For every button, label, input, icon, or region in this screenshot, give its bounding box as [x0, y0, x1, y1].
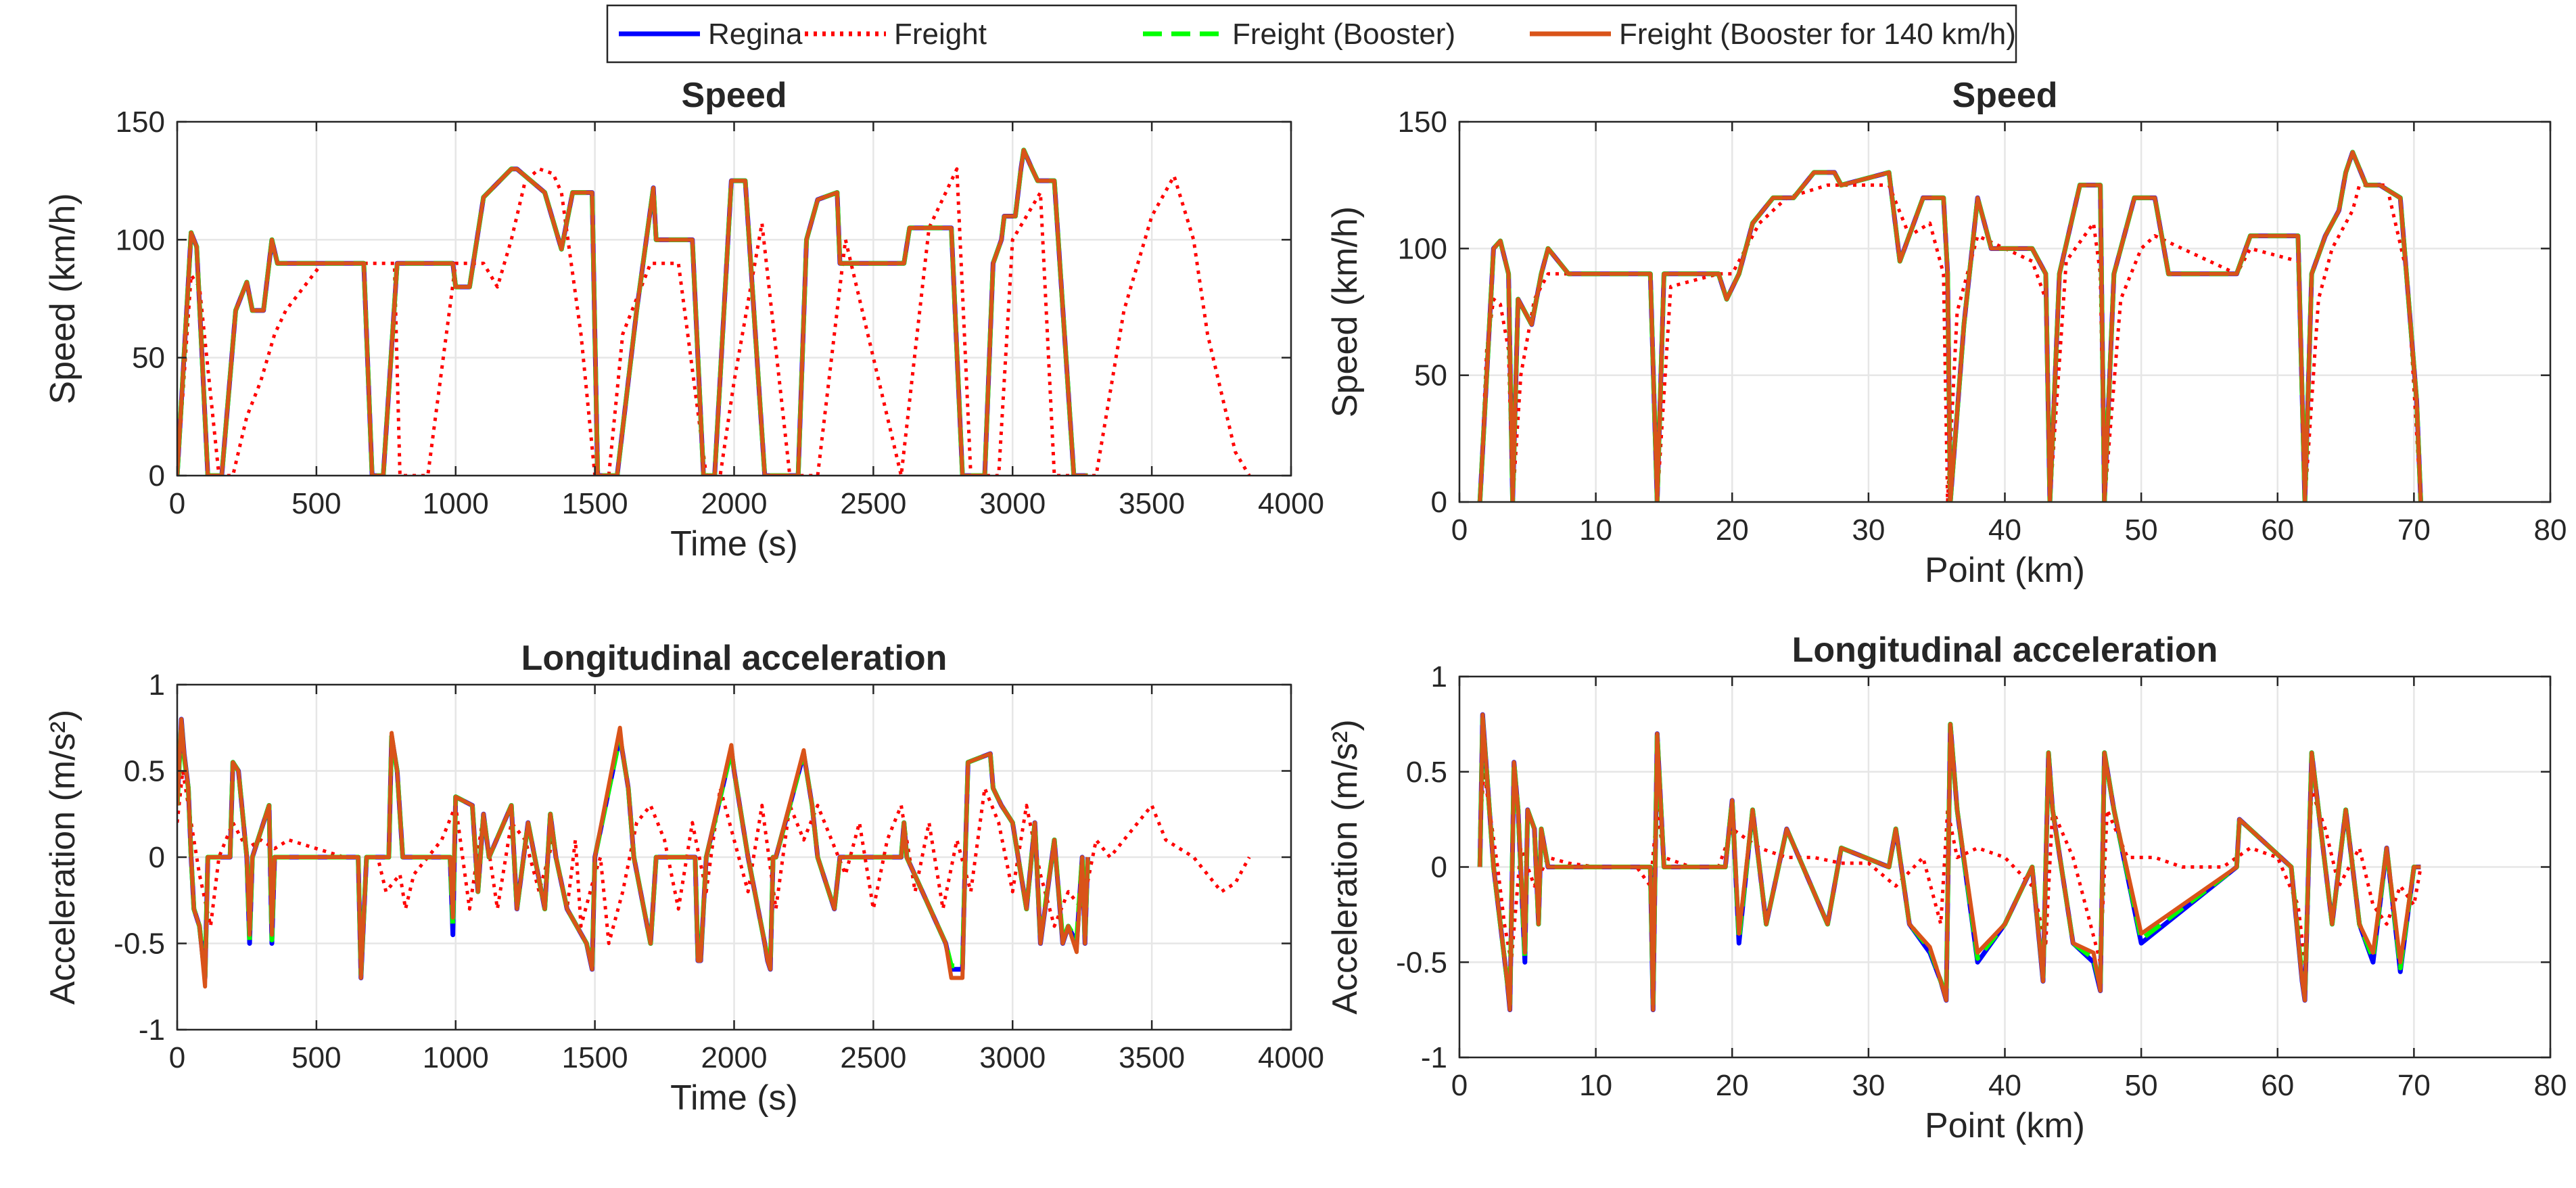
chart-title: Speed — [681, 76, 787, 115]
x-tick-label: 80 — [2534, 513, 2567, 547]
y-tick-label: 0 — [149, 841, 165, 874]
y-tick-label: 150 — [116, 106, 165, 139]
x-tick-label: 30 — [1852, 513, 1885, 547]
chart-title: Longitudinal acceleration — [521, 639, 947, 678]
y-axis-label: Speed (km/h) — [1326, 206, 1365, 417]
x-tick-label: 1500 — [562, 487, 628, 520]
x-tick-label: 4000 — [1258, 487, 1324, 520]
x-tick-label: 3500 — [1119, 1041, 1185, 1074]
series-group — [1477, 712, 2422, 1013]
chart-title: Speed — [1952, 76, 2057, 115]
speed-time-chart: 0 500 1000 1500 2000 2500 3000 3500 4000 0 50 100 15… — [43, 76, 1324, 564]
x-tick-label: 1000 — [423, 1041, 489, 1074]
x-tick-label: 0 — [1451, 1069, 1468, 1102]
x-tick-label: 70 — [2397, 1069, 2431, 1102]
y-tick-label: 1 — [1431, 660, 1447, 693]
x-tick-label: 0 — [169, 1041, 185, 1074]
y-tick-label: -0.5 — [114, 928, 165, 961]
x-tick-label: 0 — [1451, 513, 1468, 547]
x-tick-label: 500 — [291, 487, 341, 520]
x-tick-label: 500 — [291, 1041, 341, 1074]
x-axis-label: Point (km) — [1925, 551, 2085, 590]
x-tick-label: 3000 — [979, 487, 1046, 520]
x-axis-label: Point (km) — [1925, 1106, 2085, 1145]
y-tick-label: 50 — [1414, 359, 1447, 392]
legend-item: Freight (Booster) — [1143, 18, 1455, 51]
x-tick-label: 70 — [2397, 513, 2431, 547]
x-tick-label: 2000 — [701, 1041, 768, 1074]
y-tick-label: 0 — [1431, 486, 1447, 519]
legend-label: Freight — [894, 18, 987, 51]
legend-item: Freight — [805, 18, 987, 51]
y-axis-label: Acceleration (m/s²) — [1326, 719, 1365, 1014]
y-tick-label: -1 — [1421, 1041, 1447, 1074]
x-tick-label: 30 — [1852, 1069, 1885, 1102]
series-line-freight — [177, 769, 1251, 945]
series-line-freight-booster-for-140-km-h — [177, 147, 1088, 476]
legend-item: Freight (Booster for 140 km/h) — [1530, 18, 2016, 51]
y-tick-label: 100 — [116, 223, 165, 256]
x-tick-label: 20 — [1716, 513, 1749, 547]
x-tick-label: 3500 — [1119, 487, 1185, 520]
series-group — [1477, 150, 2423, 502]
legend-label: Freight (Booster) — [1232, 18, 1455, 51]
legend-item: Regina — [619, 18, 803, 51]
x-tick-label: 20 — [1716, 1069, 1749, 1102]
accel-point-chart: 0 10 20 30 40 50 60 70 80 -1 -0.5 0 0.5 1 Longitudinal… — [1326, 631, 2567, 1145]
chart-title: Longitudinal acceleration — [1792, 631, 2218, 670]
x-tick-label: 50 — [2125, 1069, 2158, 1102]
x-tick-label: 2500 — [840, 487, 906, 520]
x-tick-label: 60 — [2261, 513, 2294, 547]
series-group — [177, 716, 1251, 989]
y-tick-label: -0.5 — [1396, 946, 1447, 979]
x-tick-label: 60 — [2261, 1069, 2294, 1102]
x-tick-label: 10 — [1579, 513, 1612, 547]
y-tick-label: 1 — [149, 668, 165, 702]
y-tick-label: 0.5 — [1406, 756, 1447, 789]
x-tick-label: 3000 — [979, 1041, 1046, 1074]
x-tick-label: 40 — [1988, 513, 2021, 547]
speed-point-chart: 0 10 20 30 40 50 60 70 80 0 50 100 150 Speed Point (km… — [1326, 76, 2567, 590]
legend-label: Regina — [708, 18, 803, 51]
x-tick-label: 1500 — [562, 1041, 628, 1074]
series-line-freight — [1478, 770, 2422, 964]
y-tick-label: 0 — [149, 459, 165, 493]
x-axis-label: Time (s) — [670, 524, 798, 564]
series-line-freight-booster-for-140-km-h — [1478, 712, 2421, 1012]
series-line-freight-booster-for-140-km-h — [177, 717, 1090, 989]
x-tick-label: 2000 — [701, 487, 768, 520]
y-axis-label: Acceleration (m/s²) — [43, 710, 83, 1005]
y-tick-label: 50 — [132, 342, 165, 375]
x-tick-label: 2500 — [840, 1041, 906, 1074]
legend: Regina Freight Freight (Booster) Freight (B… — [606, 4, 2017, 64]
y-tick-label: 0.5 — [124, 755, 165, 788]
y-axis-label: Speed (km/h) — [43, 193, 83, 404]
series-line-freight-booster-for-140-km-h — [1478, 150, 2423, 502]
series-group — [177, 147, 1251, 476]
y-tick-label: 100 — [1398, 232, 1447, 265]
y-tick-label: 0 — [1431, 851, 1447, 884]
x-tick-label: 0 — [169, 487, 185, 520]
accel-time-chart: 0 500 1000 1500 2000 2500 3000 3500 4000 -1 -0.5 0 0… — [43, 639, 1324, 1118]
y-tick-label: -1 — [139, 1013, 165, 1047]
x-tick-label: 50 — [2125, 513, 2158, 547]
x-axis-label: Time (s) — [670, 1078, 798, 1118]
x-tick-label: 10 — [1579, 1069, 1612, 1102]
y-tick-label: 150 — [1398, 106, 1447, 139]
x-tick-label: 4000 — [1258, 1041, 1324, 1074]
x-tick-label: 40 — [1988, 1069, 2021, 1102]
legend-label: Freight (Booster for 140 km/h) — [1619, 18, 2016, 51]
x-tick-label: 1000 — [423, 487, 489, 520]
x-tick-label: 80 — [2534, 1069, 2567, 1102]
